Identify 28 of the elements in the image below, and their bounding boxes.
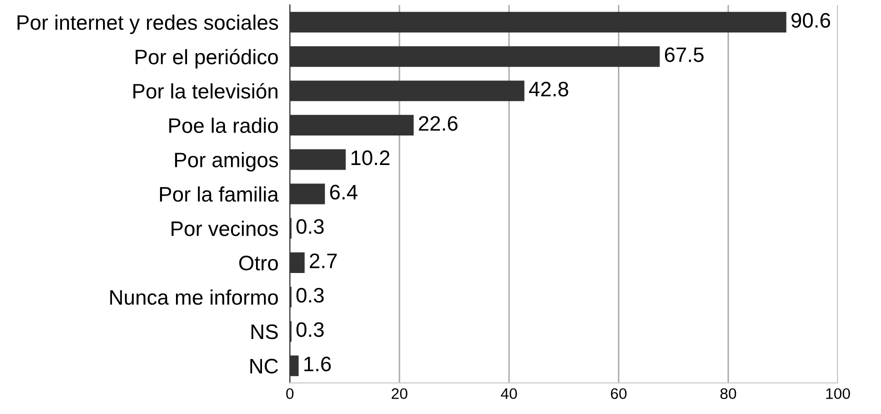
x-tick-label: 0 [286,388,294,400]
y-tick-label: Por el periódico [136,48,278,69]
data-label: 10.2 [352,150,390,166]
data-label: 67.5 [664,47,704,62]
data-label: 90.6 [791,12,830,28]
y-tick-label: Por la familia [160,186,279,202]
x-tick-label: 20 [392,388,408,400]
data-label: 0.3 [296,219,324,234]
data-label: 2.7 [310,254,337,268]
data-label: 42.8 [529,82,568,96]
y-tick-label: Por amigos [175,152,278,172]
y-tick-label: Por internet y redes sociales [18,14,278,34]
y-tick-label: Por la televisión [133,83,278,99]
x-tick-label: 100 [826,388,850,400]
y-tick-label: Otro [239,256,278,270]
y-tick-label: NS [252,324,278,340]
data-label: 22.6 [418,116,458,131]
x-tick-label: 40 [500,388,517,400]
data-label: 1.6 [304,356,331,372]
y-tick-label: NC [250,358,278,374]
y-tick-label: Nunca me informo [110,289,278,305]
data-label: 0.3 [296,288,324,303]
y-tick-label: Poe la radio [169,118,278,133]
data-label: 0.3 [296,322,324,337]
data-label: 6.4 [330,184,358,200]
x-tick-label: 80 [720,388,736,400]
x-tick-label: 60 [610,388,627,400]
y-tick-label: Por vecinos [172,220,278,236]
